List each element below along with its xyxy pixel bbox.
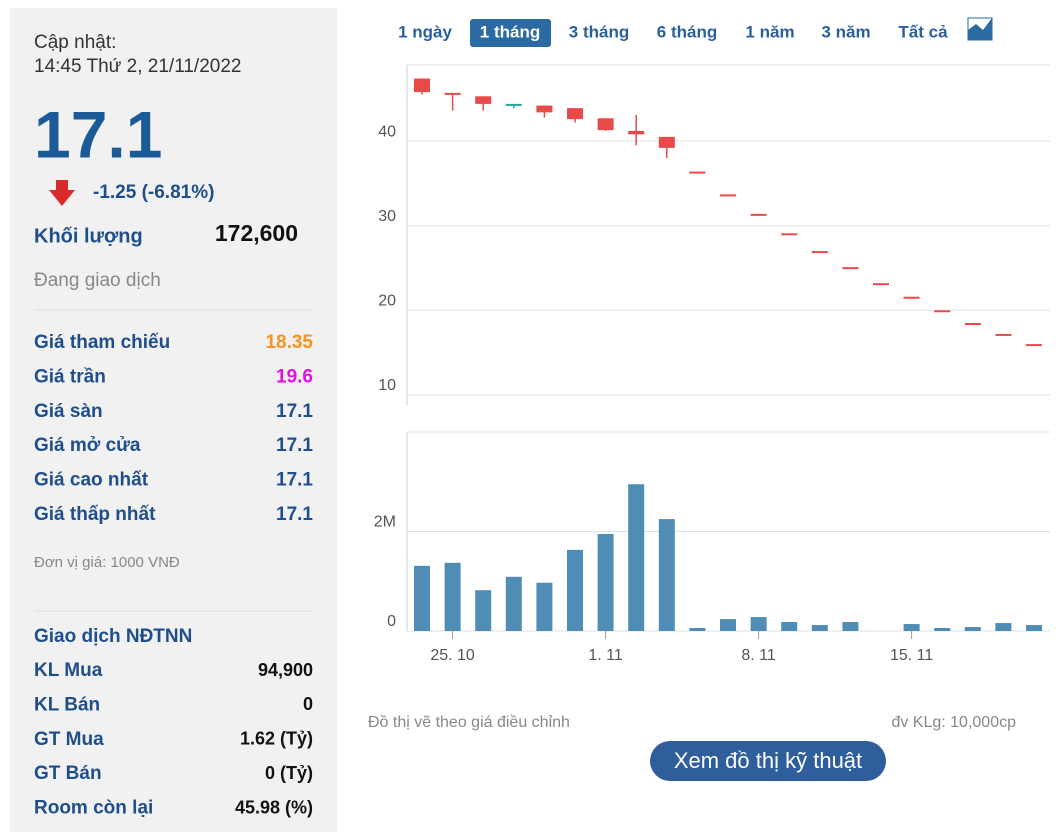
candle-body: [475, 96, 492, 104]
x-tick-label: 1. 11: [588, 647, 623, 664]
candle-body: [842, 267, 859, 270]
foreign-value: 0: [303, 694, 313, 714]
tech-chart-button-label[interactable]: Xem đồ thị kỹ thuật: [674, 748, 862, 773]
candle-body: [964, 322, 981, 325]
info-panel: [10, 8, 337, 832]
volume-bar: [903, 624, 920, 631]
update-label: Cập nhật:: [34, 32, 116, 53]
candle-body: [536, 105, 553, 113]
chart-note: Đồ thị vẽ theo giá điều chỉnh: [368, 714, 570, 731]
volume-bar: [934, 628, 951, 631]
candle-body: [689, 171, 706, 174]
candle-body: [628, 130, 645, 135]
candle-body: [597, 118, 614, 131]
volume-bar: [597, 533, 614, 631]
volume-bar: [536, 582, 553, 631]
volume-bar: [750, 617, 767, 631]
volume-bar: [658, 519, 675, 631]
price-label: Giá sàn: [34, 401, 103, 422]
foreign-label: KL Bán: [34, 694, 100, 715]
volume-bar: [689, 628, 706, 631]
change: -1.25 (-6.81%): [93, 182, 214, 203]
foreign-value: 0 (Tỷ): [265, 763, 313, 783]
range-tab[interactable]: 1 tháng: [480, 22, 540, 41]
tech-chart-button[interactable]: [650, 741, 886, 781]
candle-body: [903, 296, 920, 299]
y-tick-label: 30: [378, 208, 396, 225]
candle-body: [1026, 344, 1042, 347]
foreign-value: 94,900: [258, 660, 313, 680]
foreign-label: GT Bán: [34, 763, 102, 784]
down-arrow: [49, 180, 75, 206]
price-value: 17.1: [276, 435, 313, 456]
price: 17.1: [34, 97, 162, 171]
volume-bar: [995, 623, 1012, 631]
range-tab[interactable]: 1 năm: [745, 22, 794, 41]
foreign-title: Giao dịch NĐTNN: [34, 626, 192, 647]
candle-body: [934, 310, 951, 313]
x-tick-label: 25. 10: [430, 647, 475, 664]
price-label: Giá thấp nhất: [34, 504, 156, 525]
range-tab[interactable]: 6 tháng: [657, 22, 717, 41]
y-tick-label: 20: [378, 292, 396, 309]
foreign-label: GT Mua: [34, 729, 104, 750]
x-tick-label: 8. 11: [741, 647, 776, 664]
status: Đang giao dịch: [34, 270, 161, 291]
range-tab[interactable]: 1 ngày: [398, 22, 452, 41]
candle-body: [567, 108, 583, 120]
y-tick-label: 0: [387, 613, 396, 630]
y-tick-label: 2M: [374, 514, 396, 531]
volume-bar: [781, 622, 798, 631]
price-value: 17.1: [276, 470, 313, 491]
volume-bar: [1026, 625, 1042, 631]
foreign-label: KL Mua: [34, 660, 103, 681]
volume-bar: [628, 484, 645, 631]
volume-bar: [842, 622, 859, 631]
candle-body: [444, 92, 461, 95]
y-tick-label: 40: [378, 123, 396, 140]
x-tick-label: 15. 11: [890, 647, 933, 664]
price-label: Giá trần: [34, 366, 106, 387]
chart-icon: [967, 17, 993, 41]
candle-body: [781, 233, 798, 236]
volume-bar: [414, 565, 430, 631]
price-label: Giá tham chiếu: [34, 332, 170, 353]
price-value: 17.1: [276, 504, 313, 525]
y-tick-label: 10: [378, 377, 396, 394]
candle-body: [720, 194, 736, 197]
price-label: Giá mở cửa: [34, 435, 141, 456]
candle-body: [873, 283, 889, 286]
range-tab[interactable]: 3 năm: [821, 22, 870, 41]
active-tab-bg: [470, 19, 551, 47]
update-time: 14:45 Thứ 2, 21/11/2022: [34, 56, 241, 77]
volume-bar: [567, 549, 583, 631]
candle-body: [414, 78, 430, 93]
volume-bar: [720, 619, 736, 631]
volume-bar: [505, 576, 522, 631]
range-tab[interactable]: Tất cả: [898, 22, 948, 41]
volume-bar: [964, 627, 981, 631]
price-value: 18.35: [265, 332, 313, 353]
candle-body: [750, 213, 767, 216]
foreign-label: Room còn lại: [34, 798, 153, 819]
foreign-value: 45.98 (%): [235, 797, 313, 817]
volume-bar: [444, 562, 461, 631]
unit-note: Đơn vị giá: 1000 VNĐ: [34, 554, 180, 571]
candle-body: [811, 251, 828, 254]
volume-unit: đv KLg: 10,000cp: [891, 714, 1016, 731]
volume-label: Khối lượng: [34, 225, 143, 247]
price-value: 17.1: [276, 401, 313, 422]
volume-bar: [475, 590, 492, 631]
price-label: Giá cao nhất: [34, 470, 149, 491]
candle-body: [658, 136, 675, 148]
volume: 172,600: [215, 220, 298, 246]
foreign-value: 1.62 (Tỷ): [240, 729, 313, 749]
candle-body: [995, 333, 1012, 336]
price-value: 19.6: [276, 366, 313, 387]
volume-bar: [811, 625, 828, 631]
range-tab[interactable]: 3 tháng: [569, 22, 629, 41]
candle-body: [505, 103, 522, 106]
